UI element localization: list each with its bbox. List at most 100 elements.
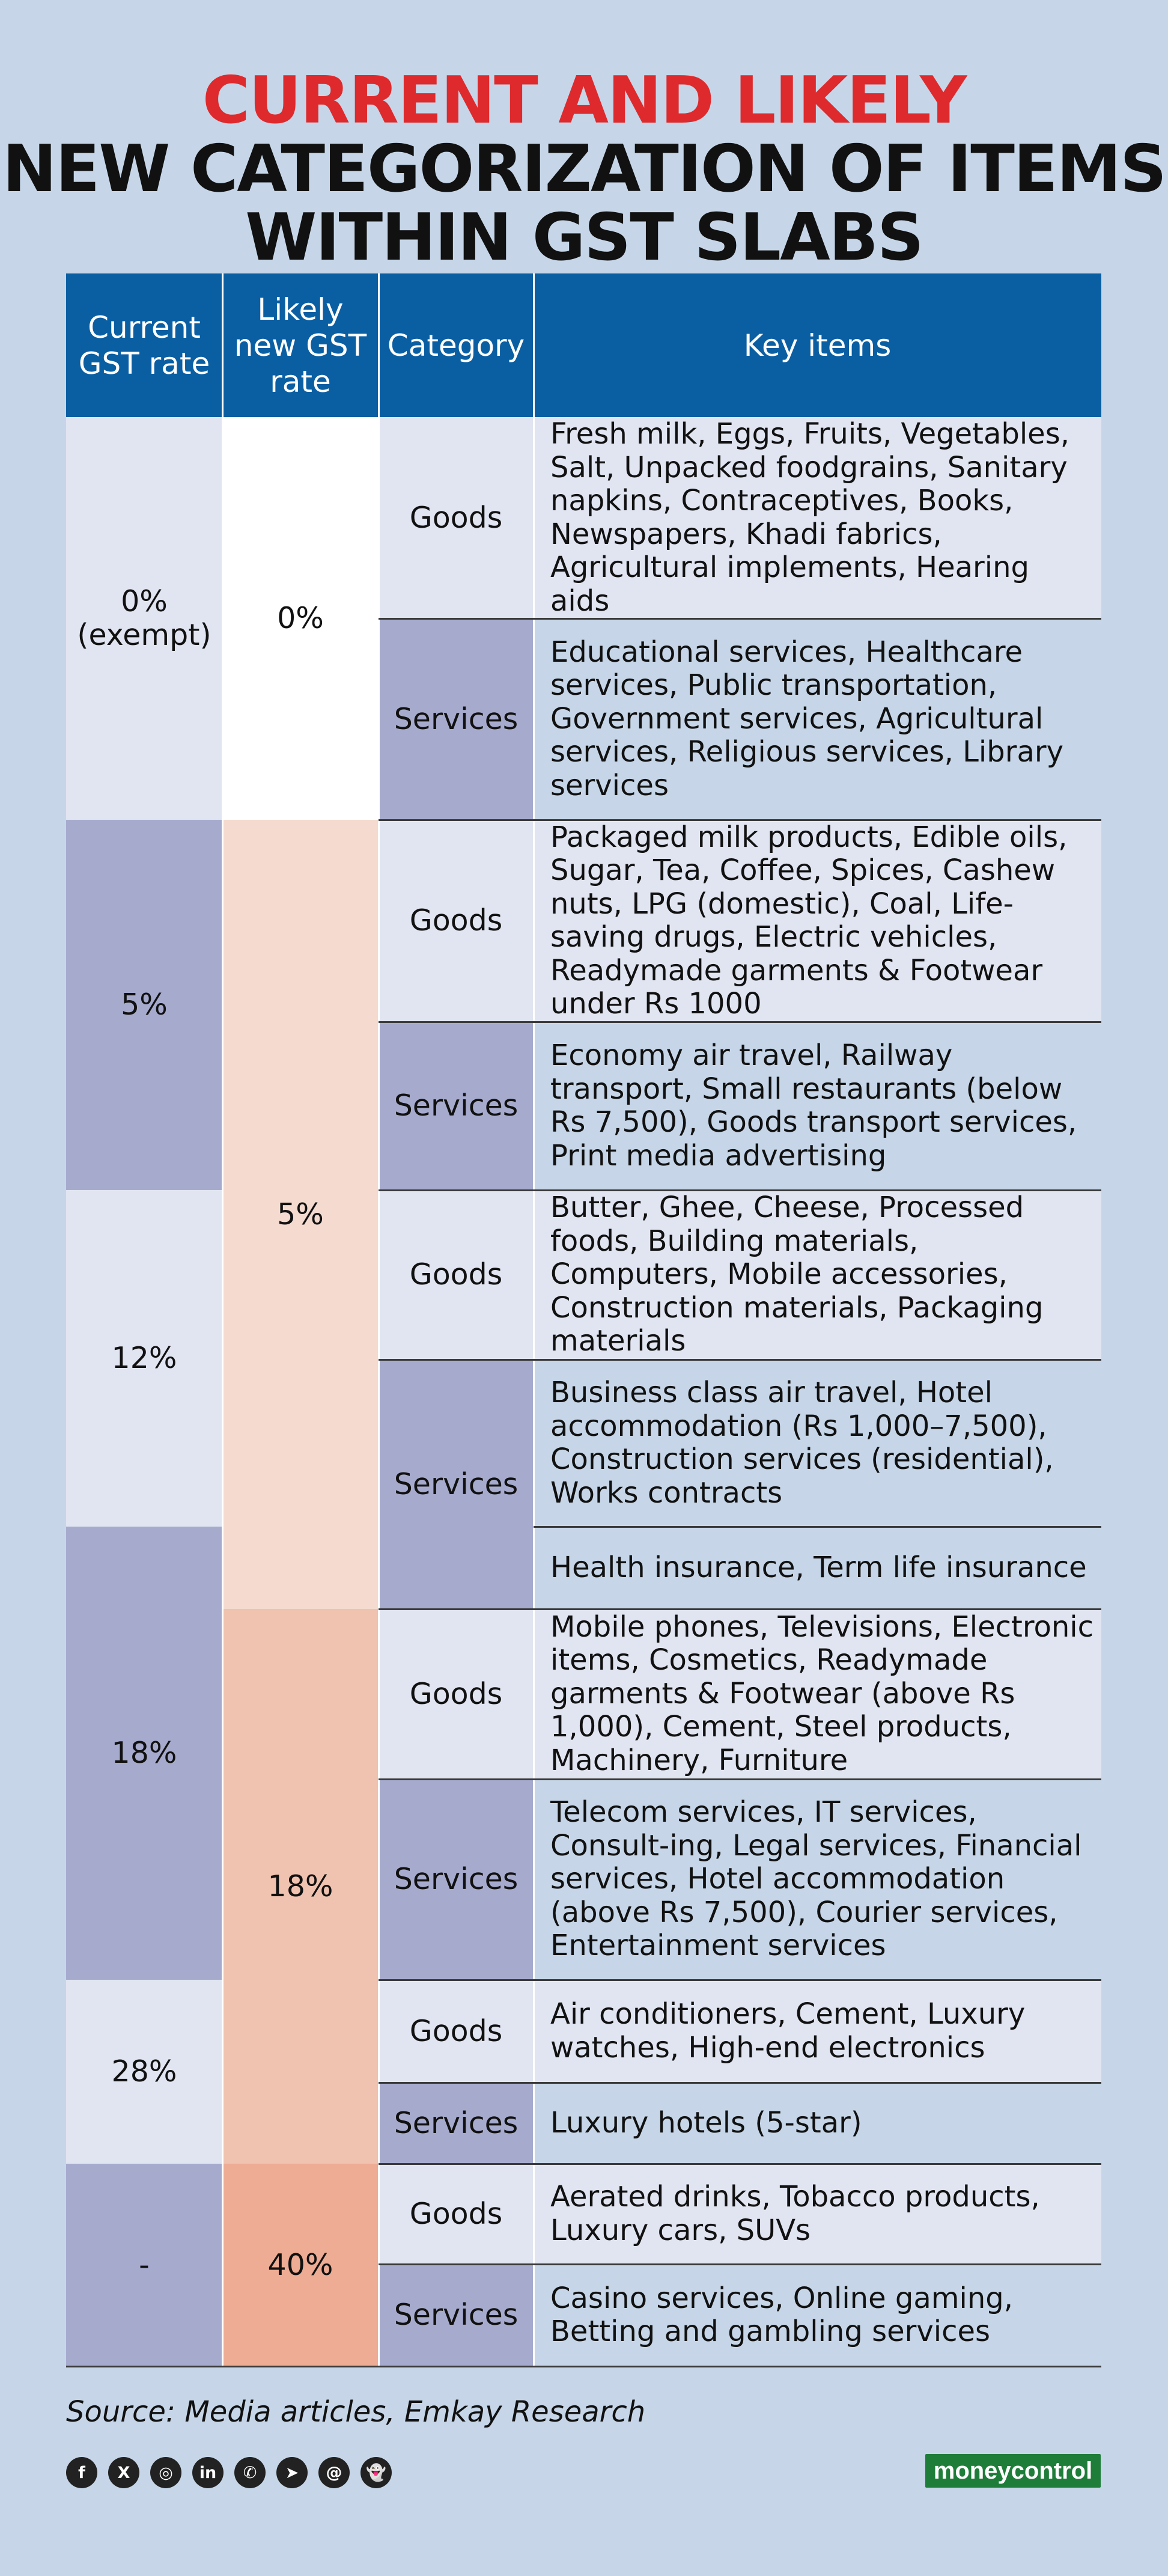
row-divider (66, 2366, 1101, 2367)
title-line-2: NEW CATEGORIZATION OF ITEMS WITHIN GST S… (0, 135, 1168, 272)
column-divider (378, 273, 380, 2366)
row-divider (534, 1359, 1101, 1361)
snapchat-icon[interactable]: 👻 (360, 2457, 392, 2488)
snapchat-icon-glyph: 👻 (366, 2464, 386, 2482)
key-items-cell: Business class air travel, Hotel accommo… (534, 1360, 1101, 1527)
row-divider (379, 2263, 534, 2265)
title-line-1: CURRENT AND LIKELY (202, 63, 967, 138)
row-divider (534, 1778, 1101, 1780)
category-services-text: Services (394, 1467, 519, 1501)
x-icon[interactable]: X (108, 2457, 139, 2488)
key-items-cell-text: Casino services, Online gaming, Betting … (550, 2281, 1013, 2348)
header-current-rate-text: Current GST rate (78, 310, 210, 381)
key-items-cell: Health insurance, Term life insurance (534, 1527, 1101, 1609)
key-items-cell-text: Luxury hotels (5-star) (550, 2105, 862, 2140)
key-items-cell-text: Health insurance, Term life insurance (550, 1550, 1087, 1584)
key-items-cell: Fresh milk, Eggs, Fruits, Vegetables, Sa… (534, 417, 1101, 618)
title-line-2-text: NEW CATEGORIZATION OF ITEMS (2, 132, 1167, 207)
row-divider (379, 819, 534, 821)
moneycontrol-logo: moneycontrol (925, 2454, 1101, 2488)
facebook-icon[interactable]: f (66, 2457, 97, 2488)
current-rate-cell-text: 5% (121, 987, 168, 1022)
key-items-cell-text: Educational services, Healthcare service… (550, 635, 1064, 802)
current-rate-cell-text: 28% (111, 2054, 177, 2089)
whatsapp-icon[interactable]: ✆ (234, 2457, 266, 2488)
category-services-text: Services (394, 2298, 519, 2332)
current-rate-cell: 28% (66, 1980, 222, 2164)
header-key-items: Key items (534, 273, 1101, 417)
current-rate-cell: 0% (exempt) (66, 417, 222, 820)
header-category-text: Category (387, 328, 525, 363)
current-rate-cell: 18% (66, 1527, 222, 1980)
current-rate-cell: 12% (66, 1190, 222, 1527)
key-items-cell-text: Mobile phones, Televisions, Electronic i… (550, 1610, 1094, 1777)
key-items-cell-text: Butter, Ghee, Cheese, Processed foods, B… (550, 1191, 1044, 1358)
current-rate-cell: - (66, 2164, 222, 2366)
likely-rate-cell: 40% (222, 2164, 379, 2366)
key-items-cell: Telecom services, IT services, Consult-i… (534, 1779, 1101, 1980)
key-items-cell-text: Telecom services, IT services, Consult-i… (550, 1795, 1082, 1963)
row-divider (534, 1979, 1101, 1981)
source-note: Source: Media articles, Emkay Research (66, 2395, 646, 2429)
category-goods: Goods (379, 1190, 534, 1360)
current-rate-cell-text: 12% (111, 1341, 177, 1375)
key-items-cell: Educational services, Healthcare service… (534, 618, 1101, 820)
likely-rate-cell: 0% (222, 417, 379, 820)
row-divider (379, 1778, 534, 1780)
key-items-cell: Economy air travel, Railway transport, S… (534, 1022, 1101, 1190)
category-services-text: Services (394, 1088, 519, 1123)
current-rate-cell-text: 18% (111, 1736, 177, 1770)
key-items-cell-text: Air conditioners, Cement, Luxury watches… (550, 1997, 1026, 2065)
row-divider (534, 2263, 1101, 2265)
row-divider (534, 1021, 1101, 1023)
row-divider (379, 1021, 534, 1023)
likely-rate-cell: 18% (222, 1609, 379, 2164)
row-divider (379, 2163, 534, 2165)
likely-rate-cell-text: 40% (267, 2247, 333, 2282)
category-services: Services (379, 2264, 534, 2366)
category-goods-text: Goods (409, 903, 503, 938)
category-goods: Goods (379, 1609, 534, 1779)
instagram-icon[interactable]: ◎ (150, 2457, 181, 2488)
row-divider (534, 2163, 1101, 2165)
header-current-rate: Current GST rate (66, 273, 222, 417)
category-goods: Goods (379, 820, 534, 1022)
key-items-cell-text: Fresh milk, Eggs, Fruits, Vegetables, Sa… (550, 417, 1069, 618)
linkedin-icon-glyph: in (199, 2463, 217, 2482)
key-items-cell: Air conditioners, Cement, Luxury watches… (534, 1980, 1101, 2083)
title-line-3-text: WITHIN GST SLABS (245, 200, 924, 275)
category-services-text: Services (394, 1862, 519, 1896)
telegram-icon-glyph: ➤ (285, 2463, 299, 2482)
likely-rate-cell-text: 18% (267, 1869, 333, 1903)
category-goods-text: Goods (409, 2196, 503, 2231)
telegram-icon[interactable]: ➤ (276, 2457, 308, 2488)
linkedin-icon[interactable]: in (192, 2457, 224, 2488)
key-items-cell-text: Packaged milk products, Edible oils, Sug… (550, 820, 1068, 1021)
threads-icon-glyph: @ (326, 2463, 342, 2482)
row-divider (534, 819, 1101, 821)
row-divider (534, 618, 1101, 620)
row-divider (379, 2082, 534, 2084)
current-rate-cell: 5% (66, 820, 222, 1190)
key-items-cell: Aerated drinks, Tobacco products, Luxury… (534, 2164, 1101, 2264)
category-goods: Goods (379, 1980, 534, 2083)
header-key-items-text: Key items (743, 328, 892, 363)
instagram-icon-glyph: ◎ (159, 2463, 173, 2482)
row-divider (379, 1979, 534, 1981)
key-items-cell-text: Economy air travel, Railway transport, S… (550, 1039, 1077, 1173)
category-goods-text: Goods (409, 500, 503, 535)
current-rate-cell-text: 0% (exempt) (77, 584, 211, 652)
whatsapp-icon-glyph: ✆ (243, 2463, 257, 2482)
row-divider (379, 1189, 534, 1191)
header-likely-rate-text: Likely new GST rate (234, 291, 367, 399)
category-services-text: Services (394, 701, 519, 736)
row-divider (534, 1526, 1101, 1528)
category-goods: Goods (379, 417, 534, 618)
key-items-cell: Mobile phones, Televisions, Electronic i… (534, 1609, 1101, 1779)
category-services: Services (379, 1360, 534, 1609)
likely-rate-cell-text: 0% (277, 601, 324, 635)
key-items-cell: Packaged milk products, Edible oils, Sug… (534, 820, 1101, 1022)
row-divider (534, 1189, 1101, 1191)
threads-icon[interactable]: @ (318, 2457, 350, 2488)
category-services-text: Services (394, 2105, 519, 2140)
